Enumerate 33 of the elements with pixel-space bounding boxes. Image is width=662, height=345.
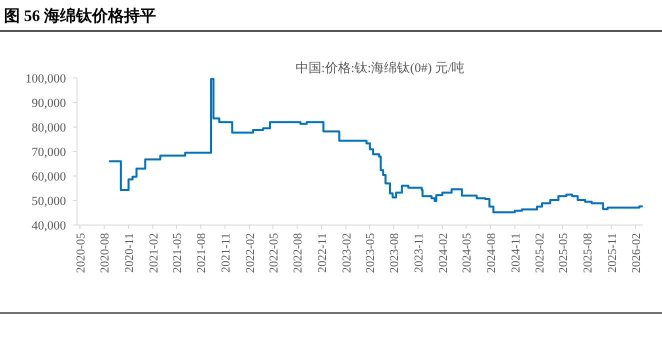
y-tick-label: 100,000 <box>25 72 66 86</box>
x-tick-label: 2022-08 <box>290 233 305 273</box>
chart-subtitle: 中国:价格:钛:海绵钛(0#) 元/吨 <box>295 60 465 75</box>
x-tick-label: 2025-05 <box>556 233 570 273</box>
x-tick-label: 2021-02 <box>146 233 160 273</box>
x-tick-label: 2025-11 <box>604 233 619 273</box>
x-tick-label: 2023-11 <box>412 233 426 273</box>
y-tick-label: 90,000 <box>32 96 66 110</box>
x-tick-label: 2021-11 <box>218 233 233 273</box>
x-tick-label: 2021-05 <box>170 233 184 273</box>
x-tick-label: 2022-05 <box>266 233 280 273</box>
x-tick-label: 2024-05 <box>460 233 474 273</box>
x-tick-label: 2023-05 <box>362 233 377 273</box>
y-tick-label: 60,000 <box>32 170 66 184</box>
x-tick-label: 2026-02 <box>629 233 644 273</box>
x-tick-label: 2022-11 <box>315 233 330 273</box>
x-tick-label: 2024-08 <box>484 233 498 273</box>
chart-title: 图 56 海绵钛价格持平 <box>4 7 156 25</box>
x-tick-label: 2023-08 <box>387 233 402 273</box>
x-tick-label: 2024-02 <box>436 233 450 273</box>
x-tick-label: 2020-08 <box>98 233 112 273</box>
x-tick-label: 2020-05 <box>73 233 88 273</box>
y-tick-label: 50,000 <box>32 194 66 208</box>
x-tick-label: 2025-08 <box>580 233 594 273</box>
x-tick-label: 2025-02 <box>532 233 547 273</box>
x-tick-label: 2023-02 <box>339 233 354 273</box>
x-tick-label: 2024-11 <box>508 233 522 273</box>
x-tick-label: 2020-11 <box>122 233 136 273</box>
y-tick-label: 80,000 <box>32 120 66 134</box>
x-tick-label: 2022-02 <box>242 233 257 273</box>
x-tick-label: 2021-08 <box>194 233 208 273</box>
y-tick-label: 40,000 <box>32 218 66 232</box>
y-tick-label: 70,000 <box>32 145 66 159</box>
